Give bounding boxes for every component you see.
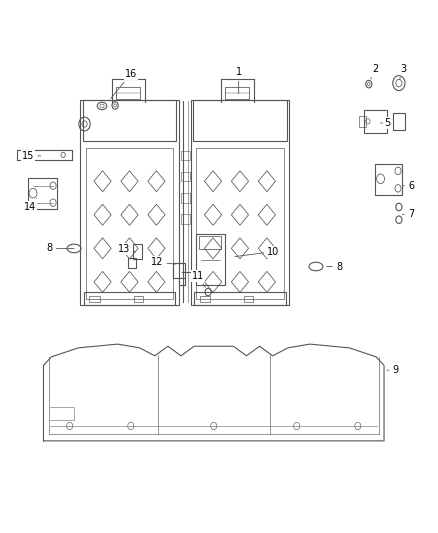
Bar <box>116 87 140 99</box>
Text: 8: 8 <box>46 244 74 253</box>
Text: 7: 7 <box>403 209 414 220</box>
Text: 3: 3 <box>400 64 406 79</box>
Text: 2: 2 <box>371 64 378 79</box>
Bar <box>196 234 225 285</box>
Bar <box>393 114 405 131</box>
Text: 9: 9 <box>387 365 399 375</box>
Text: 6: 6 <box>403 181 414 191</box>
Text: 12: 12 <box>151 257 176 267</box>
Text: 11: 11 <box>192 271 205 287</box>
FancyArrowPatch shape <box>50 412 52 418</box>
Bar <box>364 110 387 133</box>
Text: 5: 5 <box>381 118 390 128</box>
Text: 8: 8 <box>327 262 342 271</box>
Text: 10: 10 <box>235 247 280 256</box>
Bar <box>81 100 179 305</box>
Polygon shape <box>43 344 384 441</box>
Bar <box>193 100 287 141</box>
Bar <box>194 292 286 305</box>
Bar <box>191 100 289 305</box>
Bar <box>89 296 100 302</box>
Bar <box>196 148 284 298</box>
Bar <box>225 87 249 99</box>
Bar <box>82 100 177 141</box>
Bar <box>181 151 190 160</box>
Bar <box>200 296 211 302</box>
Text: 16: 16 <box>111 69 137 99</box>
Bar <box>173 263 184 278</box>
Bar <box>133 244 142 259</box>
Text: 15: 15 <box>21 151 41 161</box>
Text: 14: 14 <box>24 198 36 212</box>
Bar <box>85 148 173 298</box>
Bar <box>199 236 221 249</box>
Bar <box>134 296 143 302</box>
Bar <box>375 164 403 195</box>
Bar <box>181 214 190 224</box>
Bar <box>359 116 366 127</box>
Bar <box>128 258 136 268</box>
Bar <box>28 178 57 209</box>
Bar <box>244 296 253 302</box>
Bar <box>181 172 190 181</box>
Text: 1: 1 <box>236 68 242 94</box>
Text: 13: 13 <box>118 244 135 254</box>
Bar <box>181 193 190 203</box>
Bar <box>84 292 175 305</box>
